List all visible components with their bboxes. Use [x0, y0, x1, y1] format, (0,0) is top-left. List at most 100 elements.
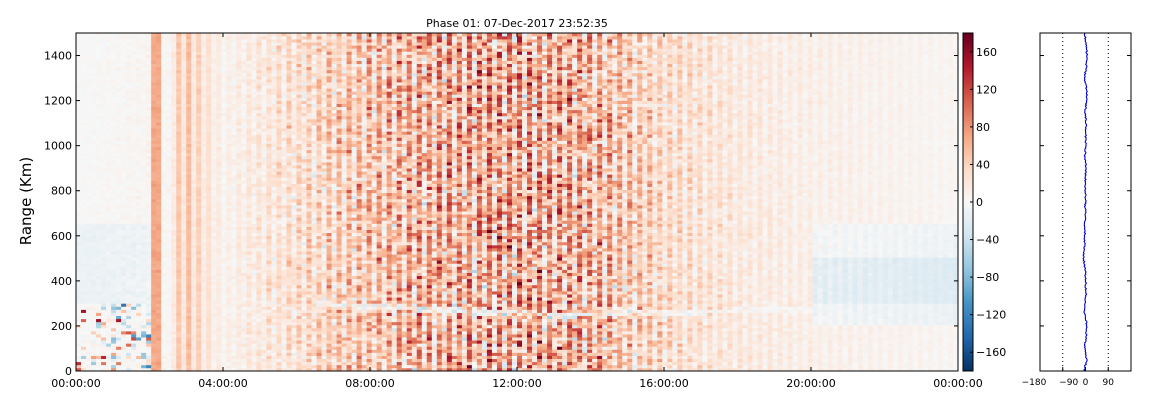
heatmap-cell [256, 343, 261, 346]
heatmap-cell [191, 273, 196, 276]
heatmap-cell [121, 42, 126, 45]
heatmap-cell [241, 168, 246, 171]
heatmap-cell [276, 257, 281, 260]
heatmap-cell [181, 239, 186, 242]
heatmap-cell [81, 356, 86, 359]
heatmap-cell [236, 171, 241, 174]
heatmap-cell [156, 36, 161, 39]
heatmap-cell [226, 285, 231, 288]
heatmap-cell [271, 174, 276, 177]
heatmap-cell [76, 76, 81, 79]
heatmap-cell [166, 131, 171, 134]
heatmap-cell [261, 58, 266, 61]
heatmap-cell [181, 214, 186, 217]
heatmap-cell [211, 322, 216, 325]
heatmap-cell [126, 98, 131, 101]
heatmap-cell [216, 239, 221, 242]
heatmap-cell [111, 319, 116, 322]
heatmap-cell [231, 82, 236, 85]
heatmap-cell [276, 282, 281, 285]
heatmap-cell [221, 82, 226, 85]
heatmap-cell [91, 297, 96, 300]
heatmap-cell [126, 113, 131, 116]
heatmap-cell [236, 98, 241, 101]
heatmap-cell [121, 168, 126, 171]
heatmap-cell [166, 236, 171, 239]
heatmap-cell [136, 343, 141, 346]
heatmap-cell [206, 107, 211, 110]
heatmap-cell [241, 110, 246, 113]
heatmap-cell [251, 313, 256, 316]
heatmap-cell [156, 288, 161, 291]
heatmap-cell [211, 282, 216, 285]
heatmap-cell [266, 122, 271, 125]
heatmap-cell [91, 313, 96, 316]
heatmap-cell [171, 230, 176, 233]
heatmap-cell [186, 104, 191, 107]
heatmap-cell [141, 177, 146, 180]
heatmap-cell [76, 282, 81, 285]
heatmap-cell [201, 337, 206, 340]
heatmap-cell [126, 236, 131, 239]
heatmap-cell [231, 316, 236, 319]
heatmap-cell [141, 134, 146, 137]
heatmap-cell [91, 79, 96, 82]
heatmap-cell [146, 147, 151, 150]
heatmap-cell [96, 91, 101, 94]
heatmap-cell [276, 273, 281, 276]
heatmap-cell [131, 67, 136, 70]
heatmap-cell [136, 128, 141, 131]
heatmap-cell [151, 104, 156, 107]
heatmap-cell [111, 230, 116, 233]
heatmap-cell [151, 325, 156, 328]
heatmap-cell [206, 242, 211, 245]
heatmap-cell [101, 343, 106, 346]
heatmap-cell [131, 159, 136, 162]
heatmap-cell [166, 224, 171, 227]
heatmap-cell [136, 165, 141, 168]
heatmap-cell [176, 184, 181, 187]
heatmap-cell [76, 141, 81, 144]
heatmap-cell [191, 294, 196, 297]
heatmap-cell [236, 319, 241, 322]
heatmap-cell [291, 248, 296, 251]
heatmap-cell [231, 116, 236, 119]
heatmap-cell [151, 270, 156, 273]
heatmap-cell [146, 104, 151, 107]
heatmap-cell [236, 82, 241, 85]
heatmap-cell [297, 331, 302, 334]
heatmap-cell [141, 137, 146, 140]
heatmap-cell [181, 48, 186, 51]
heatmap-cell [196, 337, 201, 340]
heatmap-cell [146, 325, 151, 328]
heatmap-cell [101, 349, 106, 352]
heatmap-cell [176, 346, 181, 349]
heatmap-cell [246, 165, 251, 168]
heatmap-cell [186, 316, 191, 319]
heatmap-cell [221, 39, 226, 42]
heatmap-cell [111, 168, 116, 171]
heatmap-cell [141, 306, 146, 309]
heatmap-cell [126, 273, 131, 276]
heatmap-cell [141, 79, 146, 82]
heatmap-cell [241, 55, 246, 58]
heatmap-cell [231, 334, 236, 337]
heatmap-cell [211, 325, 216, 328]
heatmap-cell [91, 177, 96, 180]
heatmap-cell [111, 104, 116, 107]
heatmap-cell [131, 91, 136, 94]
heatmap-cell [81, 51, 86, 54]
heatmap-cell [266, 88, 271, 91]
heatmap-cell [241, 82, 246, 85]
heatmap-cell [281, 141, 286, 144]
heatmap-cell [81, 282, 86, 285]
heatmap-cell [151, 322, 156, 325]
heatmap-cell [161, 128, 166, 131]
heatmap-cell [186, 180, 191, 183]
heatmap-cell [106, 101, 111, 104]
heatmap-cell [196, 334, 201, 337]
heatmap-cell [86, 144, 91, 147]
heatmap-cell [136, 230, 141, 233]
heatmap-cell [76, 220, 81, 223]
heatmap-cell [216, 343, 221, 346]
